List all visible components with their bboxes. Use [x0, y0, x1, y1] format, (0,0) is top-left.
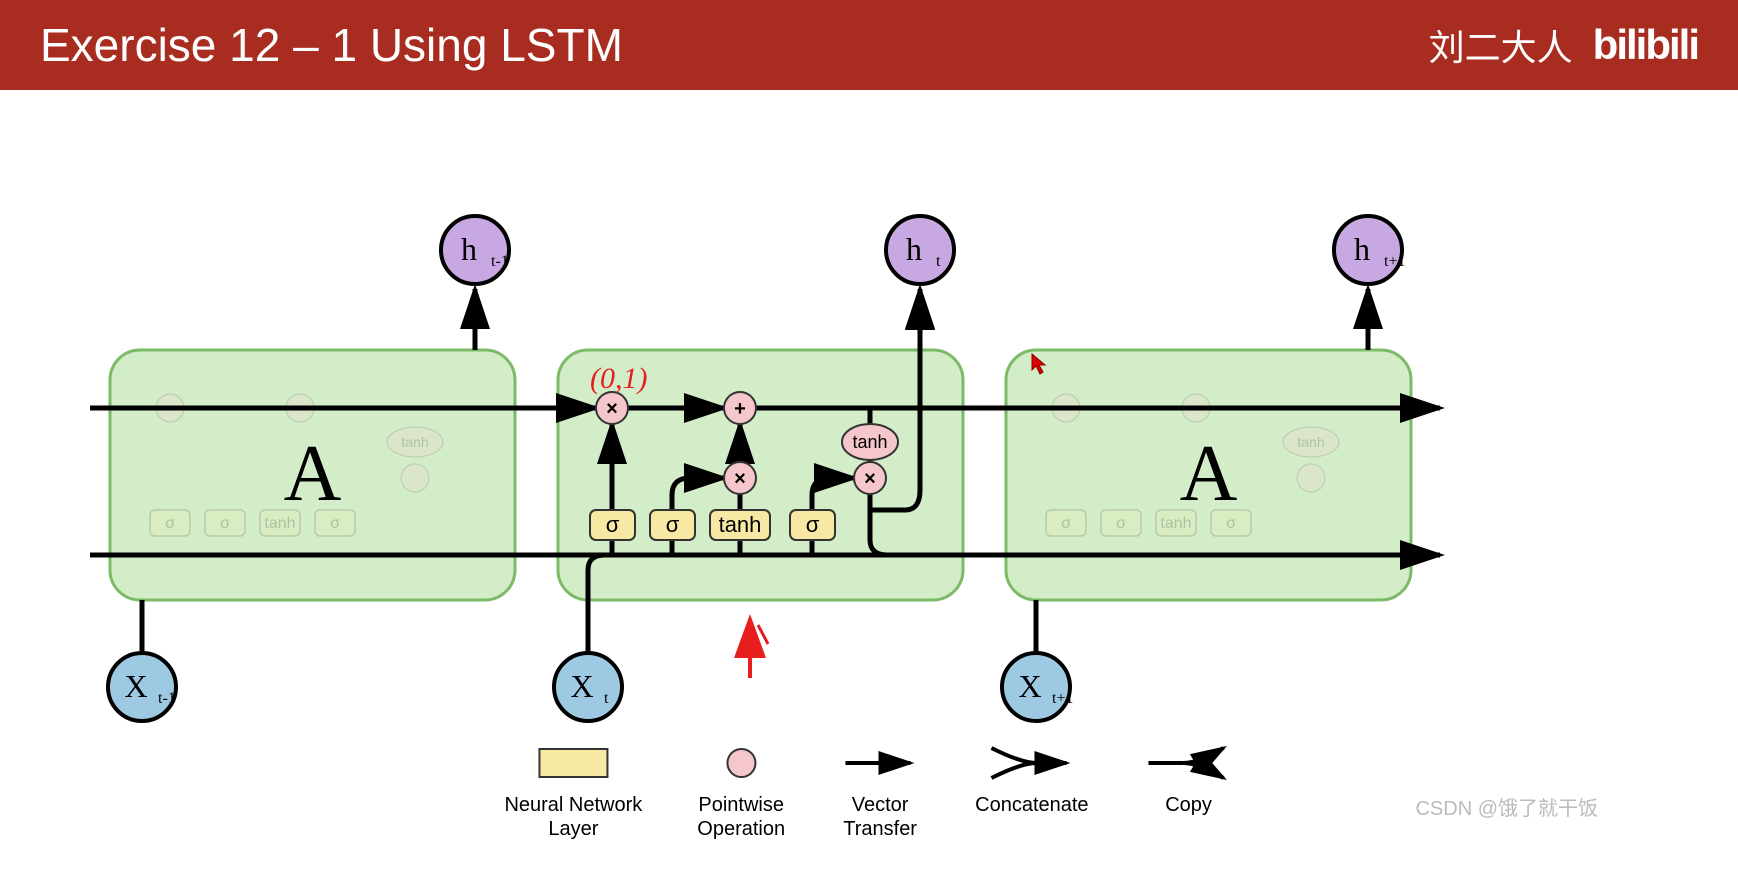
- svg-text:×: ×: [734, 468, 746, 490]
- legend-item: PointwiseOperation: [697, 743, 785, 841]
- legend-copy-icon: [1144, 743, 1234, 783]
- svg-text:h: h: [1354, 231, 1370, 267]
- svg-text:σ: σ: [220, 515, 230, 532]
- legend-label: Neural NetworkLayer: [504, 793, 642, 841]
- legend: Neural NetworkLayer PointwiseOperation Vec…: [504, 743, 1233, 841]
- legend-label: VectorTransfer: [843, 793, 917, 841]
- legend-label: PointwiseOperation: [697, 793, 785, 841]
- legend-circle-icon: [726, 743, 756, 783]
- svg-text:A: A: [284, 430, 342, 518]
- svg-text:×: ×: [606, 398, 618, 420]
- page-title: Exercise 12 – 1 Using LSTM: [40, 18, 623, 72]
- svg-text:tanh: tanh: [719, 512, 762, 537]
- header-bar: Exercise 12 – 1 Using LSTM 刘二大人 bilibili: [0, 0, 1738, 90]
- svg-text:σ: σ: [1116, 515, 1126, 532]
- legend-item: Concatenate: [975, 743, 1088, 817]
- svg-text:σ: σ: [666, 512, 680, 537]
- svg-text:σ: σ: [1226, 515, 1236, 532]
- svg-text:tanh: tanh: [852, 432, 887, 452]
- svg-text:tanh: tanh: [264, 515, 295, 532]
- watermark: CSDN @饿了就干饭: [1415, 792, 1598, 821]
- svg-text:t: t: [604, 690, 609, 707]
- legend-item: VectorTransfer: [840, 743, 920, 841]
- svg-text:X: X: [124, 668, 147, 704]
- svg-text:h: h: [461, 231, 477, 267]
- svg-text:σ: σ: [806, 512, 820, 537]
- svg-text:t+1: t+1: [1052, 690, 1073, 707]
- svg-text:t-1: t-1: [491, 253, 509, 270]
- legend-label: Copy: [1165, 793, 1212, 817]
- svg-text:t+1: t+1: [1384, 253, 1405, 270]
- svg-text:×: ×: [864, 468, 876, 490]
- svg-text:σ: σ: [606, 512, 620, 537]
- legend-concat-icon: [987, 743, 1077, 783]
- svg-text:t: t: [936, 253, 941, 270]
- svg-text:+: +: [734, 398, 746, 420]
- lstm-diagram: AσσtanhσtanhAσσtanhσtanhσσtanhσ×+×tanh×h…: [0, 90, 1738, 790]
- legend-label: Concatenate: [975, 793, 1088, 817]
- bilibili-logo: bilibili: [1593, 21, 1698, 69]
- svg-text:A: A: [1180, 430, 1238, 518]
- svg-text:tanh: tanh: [1297, 434, 1324, 450]
- legend-arrow-icon: [840, 743, 920, 783]
- svg-text:X: X: [1018, 668, 1041, 704]
- svg-text:X: X: [570, 668, 593, 704]
- svg-text:tanh: tanh: [1160, 515, 1191, 532]
- diagram-svg: AσσtanhσtanhAσσtanhσtanhσσtanhσ×+×tanh×h…: [0, 90, 1738, 790]
- svg-text:σ: σ: [1061, 515, 1071, 532]
- svg-text:t-1: t-1: [158, 690, 176, 707]
- legend-item: Copy: [1144, 743, 1234, 817]
- legend-rect-icon: [538, 743, 608, 783]
- svg-text:σ: σ: [330, 515, 340, 532]
- svg-text:(0,1): (0,1): [590, 362, 647, 395]
- svg-text:tanh: tanh: [401, 434, 428, 450]
- legend-item: Neural NetworkLayer: [504, 743, 642, 841]
- svg-text:h: h: [906, 231, 922, 267]
- svg-text:σ: σ: [165, 515, 175, 532]
- author-name: 刘二大人: [1429, 19, 1573, 71]
- header-right: 刘二大人 bilibili: [1429, 19, 1698, 71]
